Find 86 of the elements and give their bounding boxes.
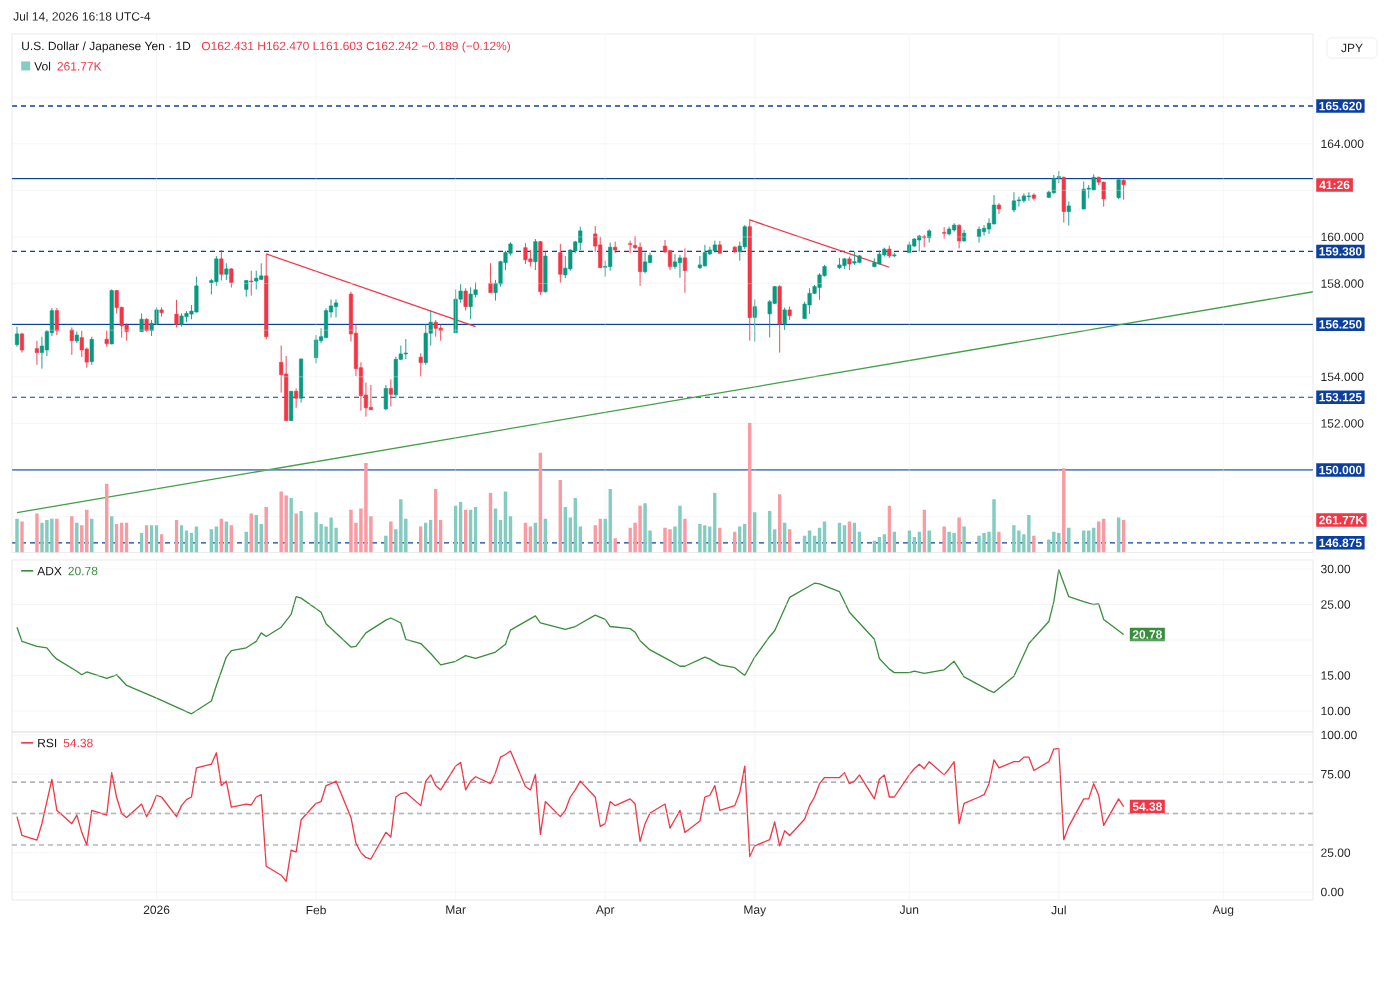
x-tick-label: Feb xyxy=(306,905,326,915)
candlestick xyxy=(294,387,299,409)
y-tick-label: 25.00 xyxy=(1321,848,1351,857)
x-tick-label: May xyxy=(744,905,767,917)
candlestick xyxy=(368,384,373,411)
text: 54.38 xyxy=(63,738,93,748)
candlestick xyxy=(463,287,468,312)
data-label: 54.38 xyxy=(1132,802,1162,811)
y-tick-label: 100.00 xyxy=(1321,730,1357,740)
candlestick xyxy=(782,307,787,331)
y-tick-label: 164.000 xyxy=(1321,139,1364,148)
candlestick xyxy=(333,298,339,318)
ref-line-label: 146.875 xyxy=(1319,538,1362,548)
candlestick xyxy=(488,262,493,294)
bar xyxy=(389,521,393,553)
x-tick-label: Apr xyxy=(595,905,615,917)
y-tick-label: 25.00 xyxy=(1321,600,1351,609)
candlestick xyxy=(388,378,393,408)
text: 41:26 xyxy=(1319,180,1350,190)
bar xyxy=(927,530,931,553)
candlestick xyxy=(672,253,678,270)
x-tick-label: Jul xyxy=(1051,905,1066,915)
candlestick xyxy=(996,202,1002,215)
candlestick xyxy=(682,247,687,294)
candlestick xyxy=(229,267,234,288)
x-tick-label: Aug xyxy=(1212,905,1234,917)
candlestick xyxy=(643,252,648,274)
candlestick xyxy=(219,249,224,281)
text: U.S. Dollar / Japanese Yen · 1D xyxy=(22,41,191,53)
legend-label: ADX xyxy=(37,566,62,576)
candlestick xyxy=(249,270,254,297)
y-tick-label: 10.00 xyxy=(1321,706,1351,716)
y-tick-label: 75.00 xyxy=(1321,769,1351,779)
y-tick-label: 15.00 xyxy=(1321,671,1351,680)
bar xyxy=(70,516,74,553)
data-label: 20.78 xyxy=(1132,630,1162,639)
text: Jul 14, 2026 16:18 UTC-4 xyxy=(13,11,151,23)
x-tick-label: Jun xyxy=(899,905,919,914)
y-tick-label: 152.000 xyxy=(1321,419,1364,428)
text: 261.77K xyxy=(1319,515,1364,525)
candlestick xyxy=(1121,178,1126,201)
candlestick xyxy=(174,299,179,328)
bar xyxy=(75,522,79,553)
ref-line-label: 150.000 xyxy=(1319,465,1362,475)
x-tick-label: 2026 xyxy=(143,905,170,915)
bar xyxy=(698,523,702,553)
ref-line-label: 153.125 xyxy=(1319,392,1362,402)
y-tick-label: 0.00 xyxy=(1321,887,1344,897)
candlestick xyxy=(54,307,59,336)
candlestick xyxy=(677,254,683,279)
candlestick xyxy=(418,352,423,377)
bar xyxy=(90,518,94,553)
text: O162.431 H162.470 L161.603 C162.242 −0.189 (−0.12%) xyxy=(201,41,511,53)
text: 20.78 xyxy=(68,566,98,576)
candlestick xyxy=(981,224,987,237)
ref-line-label: 165.620 xyxy=(1319,101,1362,111)
candlestick xyxy=(628,240,633,254)
bar xyxy=(55,518,59,553)
legend-label: Vol xyxy=(34,61,51,71)
candlestick xyxy=(383,384,388,411)
bar xyxy=(1067,527,1071,553)
bar xyxy=(957,517,961,553)
text: JPY xyxy=(1341,43,1363,53)
ref-line-label: 159.380 xyxy=(1319,247,1362,256)
legend-label: RSI xyxy=(38,738,57,748)
x-tick-label: Mar xyxy=(446,905,466,914)
candlestick xyxy=(14,326,20,348)
bar xyxy=(384,535,388,553)
bar xyxy=(962,526,966,553)
candlestick xyxy=(1026,191,1031,202)
candlestick xyxy=(667,249,673,271)
y-tick-label: 154.000 xyxy=(1321,372,1364,382)
y-tick-label: 158.000 xyxy=(1321,279,1364,288)
y-tick-label: 30.00 xyxy=(1321,564,1351,574)
candlestick xyxy=(89,336,94,366)
candlestick xyxy=(69,326,74,356)
ref-line-label: 156.250 xyxy=(1319,320,1362,329)
candlestick xyxy=(558,243,563,284)
y-tick-label: 160.000 xyxy=(1321,232,1364,242)
bar xyxy=(942,526,946,553)
bar xyxy=(683,518,687,553)
bar xyxy=(264,507,268,553)
text: 261.77K xyxy=(57,62,102,71)
candlestick xyxy=(533,238,538,271)
candlestick xyxy=(1066,201,1071,226)
candlestick xyxy=(34,340,39,366)
